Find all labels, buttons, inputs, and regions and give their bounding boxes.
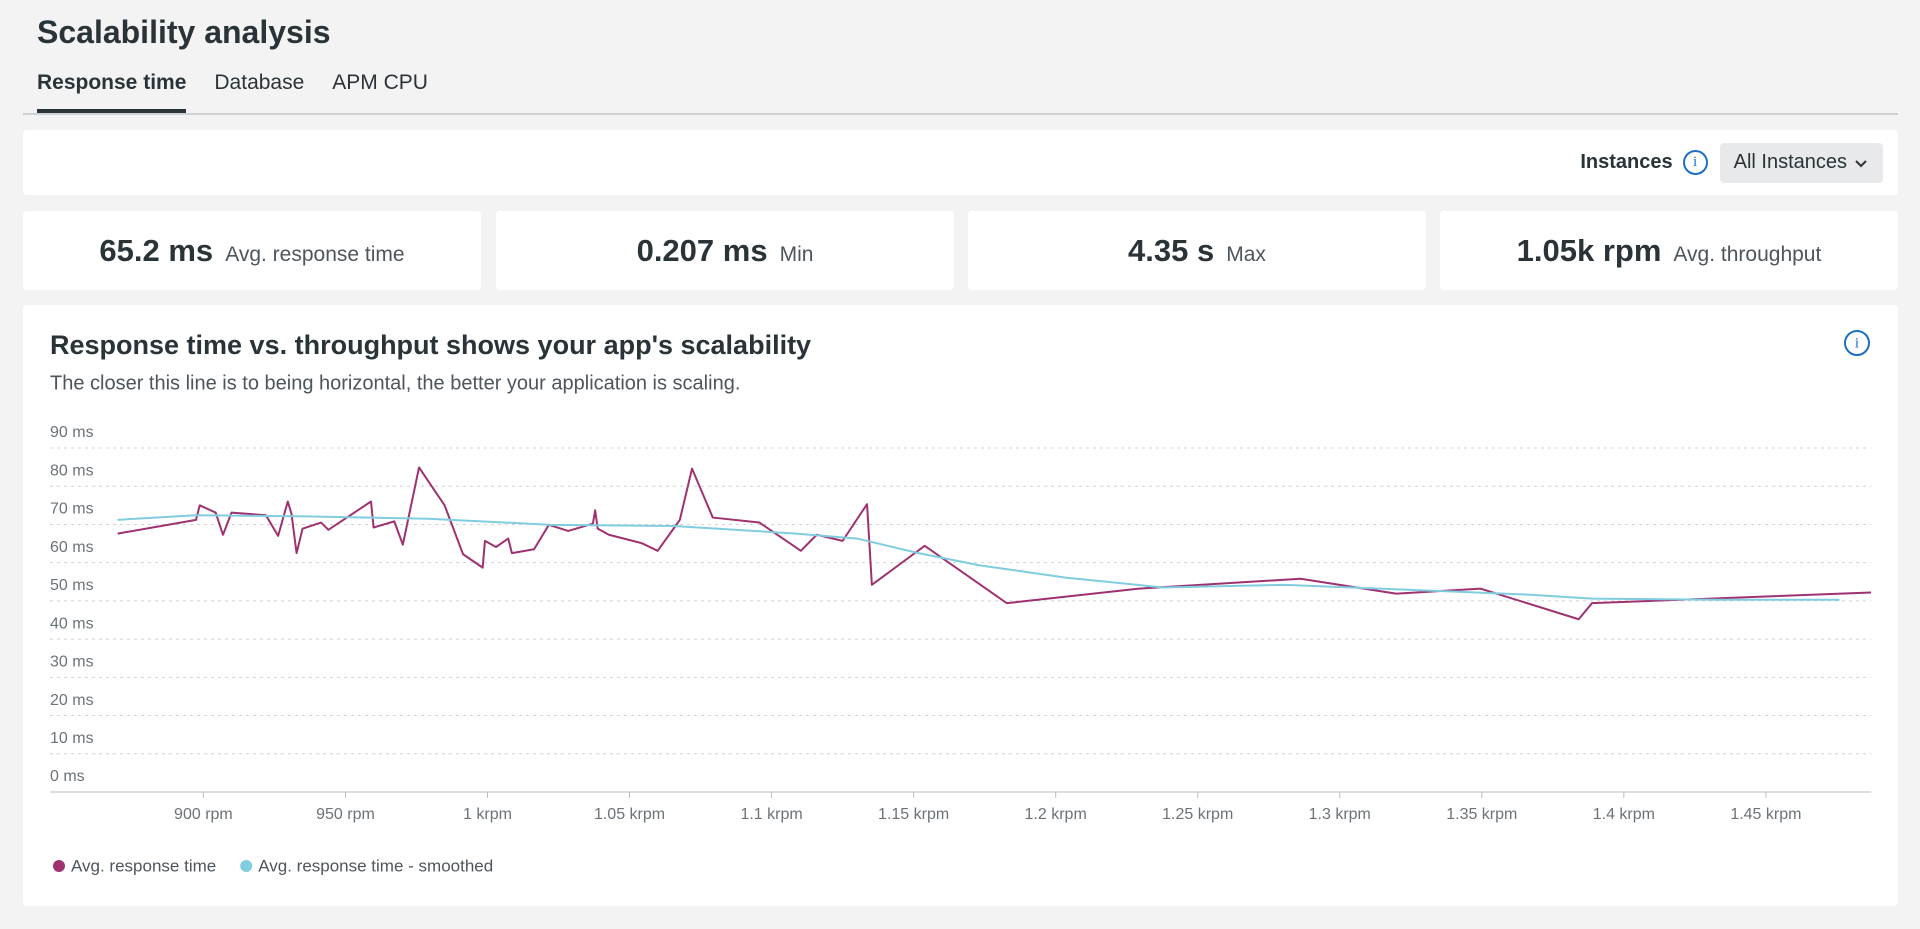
x-tick-label: 1.1 krpm	[740, 806, 802, 823]
filter-bar: Instances i All Instances	[23, 130, 1898, 195]
tab[interactable]: Database	[214, 71, 305, 94]
stat-card: 4.35 s Max	[968, 211, 1426, 290]
info-icon-glyph: i	[1855, 335, 1859, 351]
info-icon[interactable]: i	[1682, 150, 1708, 175]
stat-value: 1.05k rpm	[1516, 233, 1662, 268]
info-icon[interactable]	[1844, 330, 1870, 356]
stat-value: 0.207 ms	[636, 233, 768, 268]
x-tick-label: 1.25 krpm	[1162, 806, 1233, 823]
x-tick-label: 1.4 krpm	[1593, 806, 1655, 823]
series-line	[117, 466, 1872, 621]
y-tick-label: 70 ms	[50, 501, 94, 518]
x-tick-label: 1.15 krpm	[878, 806, 949, 823]
stat-card: 0.207 ms Min	[496, 211, 954, 290]
tab[interactable]: Response time	[37, 66, 187, 113]
stat-value: 4.35 s	[1128, 233, 1215, 268]
x-tick-label: 1 krpm	[463, 806, 512, 823]
x-tick-label: 1.05 krpm	[594, 806, 665, 823]
y-tick-label: 50 ms	[50, 577, 94, 594]
stat-label: Min	[779, 243, 814, 266]
tab[interactable]: APM CPU	[332, 71, 428, 94]
chart-title: Response time vs. throughput shows your …	[50, 330, 811, 360]
legend-marker	[53, 860, 65, 872]
filter-label: Instances	[1580, 151, 1673, 173]
dropdown-value: All Instances	[1733, 151, 1847, 173]
stat-card: 65.2 ms Avg. response time	[23, 211, 481, 290]
page-title: Scalability analysis	[37, 14, 331, 50]
stat-label: Avg. response time	[225, 243, 405, 266]
x-tick-label: 1.3 krpm	[1309, 806, 1371, 823]
tab-bar: Response time Database APM CPU	[23, 66, 1898, 115]
x-tick-label: 1.35 krpm	[1446, 806, 1517, 823]
chart-subtitle: The closer this line is to being horizon…	[50, 372, 740, 394]
y-tick-label: 20 ms	[50, 692, 94, 709]
instances-dropdown[interactable]: All Instances	[1719, 142, 1883, 183]
y-tick-label: 10 ms	[50, 730, 94, 747]
y-tick-label: 60 ms	[50, 539, 94, 556]
stat-label: Max	[1226, 243, 1266, 266]
stat-card: 1.05k rpm Avg. throughput	[1440, 211, 1898, 290]
y-tick-label: 40 ms	[50, 615, 94, 632]
y-tick-label: 30 ms	[50, 654, 94, 671]
legend-label: Avg. response time - smoothed	[258, 856, 493, 875]
legend-label: Avg. response time	[71, 856, 216, 875]
x-tick-label: 1.45 krpm	[1730, 806, 1801, 823]
y-tick-label: 90 ms	[50, 424, 94, 441]
x-tick-label: 1.2 krpm	[1025, 806, 1087, 823]
legend-marker	[240, 860, 253, 872]
y-tick-label: 80 ms	[50, 462, 94, 479]
chart-card: Response time vs. throughput shows your …	[23, 305, 1898, 906]
x-tick-label: 950 rpm	[316, 806, 375, 823]
y-tick-label: 0 ms	[50, 768, 85, 785]
chevron	[1855, 159, 1867, 167]
x-tick-label: 900 rpm	[174, 806, 233, 823]
stat-label: Avg. throughput	[1673, 243, 1822, 266]
chart: Response time vs. throughput shows your …	[50, 330, 1872, 875]
stat-value: 65.2 ms	[99, 233, 214, 268]
series-line	[117, 514, 1840, 601]
